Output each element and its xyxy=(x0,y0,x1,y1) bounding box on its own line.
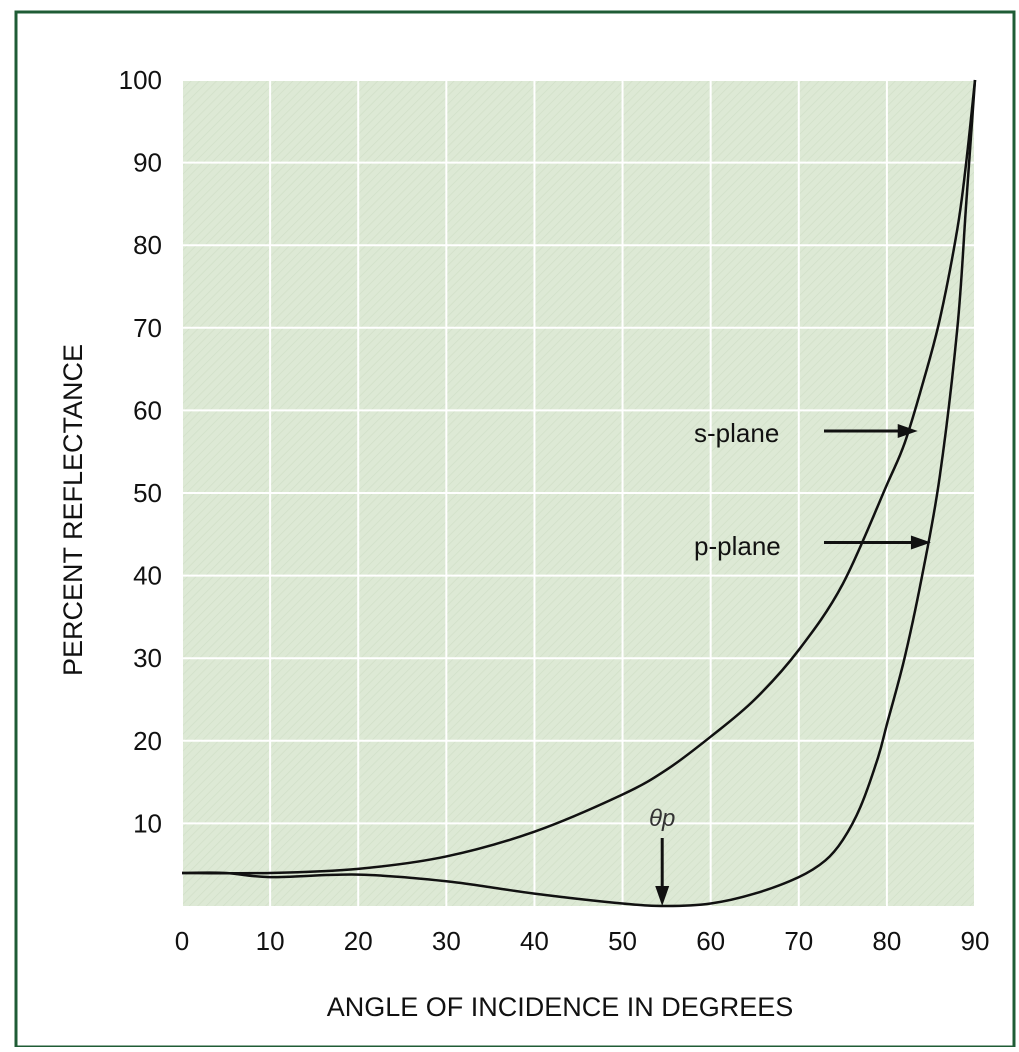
x-tick-label: 90 xyxy=(961,926,990,956)
y-tick-label: 40 xyxy=(133,561,162,591)
s-plane-arrow-head xyxy=(897,424,918,439)
x-axis-label: ANGLE OF INCIDENCE IN DEGREES xyxy=(327,992,794,1022)
y-tick-label: 20 xyxy=(133,726,162,756)
y-tick-label: 90 xyxy=(133,148,162,178)
y-tick-label: 70 xyxy=(133,313,162,343)
x-tick-label: 0 xyxy=(175,926,189,956)
curves xyxy=(181,79,977,908)
y-tick-label: 100 xyxy=(119,65,162,95)
y-axis-label: PERCENT REFLECTANCE xyxy=(58,344,88,676)
x-tick-label: 20 xyxy=(344,926,373,956)
s-plane-label: s-plane xyxy=(694,418,779,448)
grid-lines xyxy=(181,79,976,906)
y-tick-label: 10 xyxy=(133,808,162,838)
theta-p-arrow-head xyxy=(655,886,670,906)
x-tick-label: 30 xyxy=(432,926,461,956)
y-tick-label: 50 xyxy=(133,478,162,508)
y-tick-label: 60 xyxy=(133,395,162,425)
y-tick-labels: 10 20 30 40 50 60 70 80 90 100 xyxy=(119,65,162,838)
series-p-plane-line xyxy=(181,79,977,908)
x-tick-labels: 0 10 20 30 40 50 60 70 80 90 xyxy=(175,926,990,956)
x-tick-label: 50 xyxy=(608,926,637,956)
series-s-plane-line xyxy=(181,79,977,875)
x-tick-label: 70 xyxy=(784,926,813,956)
annotations: s-plane p-plane θp xyxy=(649,418,931,906)
p-plane-label: p-plane xyxy=(694,531,781,561)
y-tick-label: 80 xyxy=(133,230,162,260)
x-tick-label: 40 xyxy=(520,926,549,956)
x-tick-label: 80 xyxy=(872,926,901,956)
x-tick-label: 10 xyxy=(256,926,285,956)
theta-p-label: θp xyxy=(649,805,675,832)
x-tick-label: 60 xyxy=(696,926,725,956)
y-tick-label: 30 xyxy=(133,643,162,673)
p-plane-arrow-head xyxy=(910,535,931,550)
